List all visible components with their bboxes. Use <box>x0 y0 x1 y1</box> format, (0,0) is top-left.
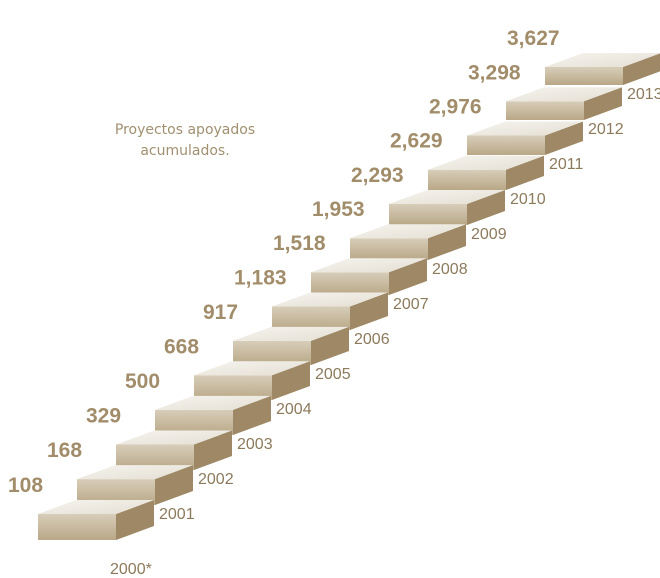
bar-side-face <box>545 121 583 155</box>
bar-side-face <box>506 155 544 190</box>
bar-side-face <box>584 87 622 120</box>
value-label: 2,629 <box>390 130 443 153</box>
year-label: 2012 <box>588 121 624 138</box>
value-label: 500 <box>125 370 160 393</box>
bar-side-face <box>428 224 466 260</box>
bar-top-face <box>311 258 427 273</box>
bar-front-face <box>77 479 155 505</box>
bar-top-face <box>233 326 349 341</box>
year-label: 2005 <box>315 366 351 383</box>
bar-side-face <box>389 258 427 295</box>
bar-side-face <box>116 500 154 540</box>
bar-front-face <box>311 272 389 295</box>
year-label: 2001 <box>159 506 195 523</box>
bar-2005 <box>233 326 349 365</box>
bar-2009 <box>389 189 505 225</box>
value-label: 108 <box>8 474 43 497</box>
year-label: 2010 <box>510 191 546 208</box>
bar-top-face <box>467 121 583 136</box>
bar-front-face <box>155 409 233 435</box>
bar-top-face <box>350 224 466 239</box>
bar-front-face <box>233 340 311 365</box>
year-label: 2006 <box>354 331 390 348</box>
year-label: 2002 <box>198 471 234 488</box>
bar-side-face <box>467 189 505 225</box>
value-label: 2,976 <box>429 96 482 119</box>
bar-side-face <box>233 395 271 435</box>
bar-side-face <box>194 430 232 470</box>
bar-front-face <box>428 169 506 190</box>
year-label: 2011 <box>549 156 584 173</box>
bar-top-face <box>428 155 544 170</box>
bars-group: 108 2000* 168 2001 329 2002 500 2003 668 2004 917 2… <box>8 27 660 578</box>
bar-front-face <box>389 203 467 225</box>
year-label: 2007 <box>393 296 429 313</box>
bar-2008 <box>350 224 466 260</box>
year-label: 2008 <box>432 261 468 278</box>
bar-2007 <box>311 258 427 295</box>
value-label: 2,293 <box>351 164 404 187</box>
bar-top-face <box>272 292 388 307</box>
bar-front-face <box>545 67 623 85</box>
value-label: 1,518 <box>273 232 326 255</box>
bar-2004 <box>194 361 310 400</box>
bar-top-face <box>116 430 232 445</box>
bar-top-face <box>77 465 193 480</box>
bar-side-face <box>311 326 349 365</box>
bar-front-face <box>38 514 116 540</box>
bar-front-face <box>116 444 194 470</box>
value-label: 329 <box>86 405 121 428</box>
bar-front-face <box>350 238 428 260</box>
bar-side-face <box>350 292 388 330</box>
bar-top-face <box>389 189 505 204</box>
bar-front-face <box>194 375 272 400</box>
bar-top-face <box>155 395 271 410</box>
bar-side-face <box>155 465 193 505</box>
year-label: 2000* <box>110 561 152 578</box>
bar-front-face <box>467 135 545 155</box>
bar-2000 <box>38 500 154 540</box>
value-label: 3,298 <box>468 61 521 84</box>
value-label: 917 <box>203 301 238 324</box>
bar-top-face <box>194 361 310 376</box>
bar-side-face <box>272 361 310 400</box>
year-label: 2009 <box>471 226 507 243</box>
chart-note-line-2: acumulados. <box>140 143 230 159</box>
value-label: 168 <box>47 439 82 462</box>
bar-2003 <box>155 395 271 435</box>
bar-top-face <box>38 500 154 514</box>
value-label: 3,627 <box>507 27 560 50</box>
value-label: 1,183 <box>234 266 287 289</box>
bar-side-face <box>623 53 660 85</box>
year-label: 2003 <box>237 436 273 453</box>
bar-2001 <box>77 465 193 505</box>
bar-top-face <box>545 53 660 67</box>
value-label: 1,953 <box>312 198 365 221</box>
bar-2011 <box>467 121 583 155</box>
bar-2010 <box>428 155 544 190</box>
bar-2006 <box>272 292 388 330</box>
chart-note-line-1: Proyectos apoyados <box>114 122 256 138</box>
bar-2013 <box>545 53 660 85</box>
bar-top-face <box>506 87 622 102</box>
year-label: 2004 <box>276 401 312 418</box>
bar-2012 <box>506 87 622 120</box>
value-label: 668 <box>164 335 199 358</box>
bar-front-face <box>506 101 584 120</box>
year-label: 2013 <box>627 86 660 103</box>
bar-2002 <box>116 430 232 470</box>
bar-front-face <box>272 306 350 330</box>
